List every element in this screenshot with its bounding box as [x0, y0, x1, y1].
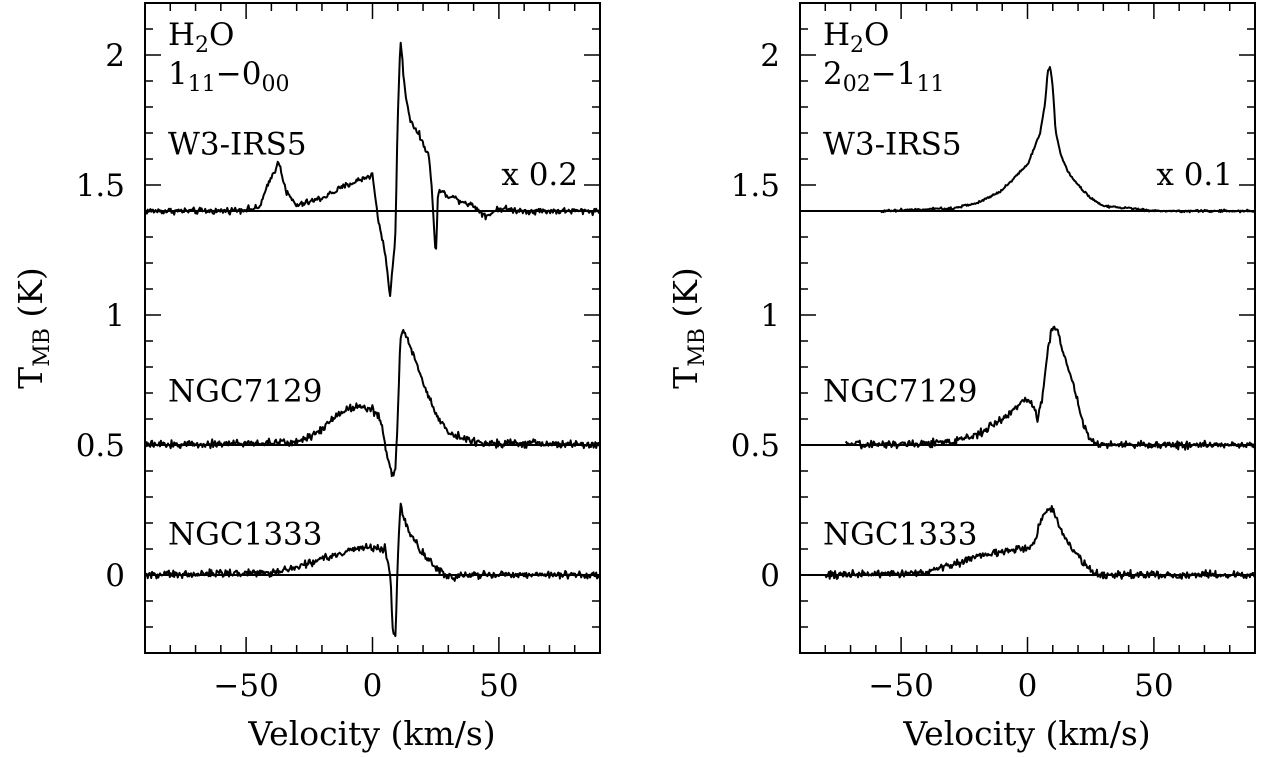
- left-x-axis-title: Velocity (km/s): [247, 714, 495, 753]
- right-series-label-2: NGC1333: [823, 516, 978, 552]
- right-spectra: [824, 66, 1256, 580]
- right-x-tick-label: 50: [1134, 668, 1173, 704]
- right-spectrum-0: [880, 66, 1255, 214]
- right-panel: −50 0 50 0 0.5 1 1.5 2 W3-IRS5 NGC7129 NGC1333 H2…: [666, 2, 1256, 753]
- left-panel: −50 0 50 0 0.5 1 1.5 2 W3-IRS5 NGC7129 NGC1333 H2…: [11, 2, 601, 753]
- left-spectra: [144, 41, 601, 638]
- right-y-tick-label: 0.5: [731, 428, 780, 464]
- left-x-tick-label: 0: [363, 668, 383, 704]
- right-y-tick-label: 1: [760, 298, 780, 334]
- left-x-tick-label: −50: [213, 668, 278, 704]
- right-ticks: [799, 2, 1256, 654]
- left-series-label-2: NGC1333: [168, 516, 323, 552]
- left-x-tick-label: 50: [479, 668, 518, 704]
- right-x-axis-title: Velocity (km/s): [902, 714, 1150, 753]
- left-series-label-1: NGC7129: [168, 373, 323, 409]
- right-molecule-label: H2O: [823, 17, 889, 58]
- left-molecule-label: H2O: [168, 17, 234, 58]
- left-y-tick-label: 0.5: [76, 428, 125, 464]
- left-spectrum-2: [144, 502, 601, 638]
- left-y-axis-title: TMB (K): [11, 267, 55, 389]
- left-y-tick-label: 0: [105, 558, 125, 594]
- right-plot-frame: [799, 2, 1256, 654]
- left-series-label-0: W3-IRS5: [168, 126, 307, 162]
- right-transition-label: 202−111: [823, 56, 944, 97]
- right-series-label-1: NGC7129: [823, 373, 978, 409]
- right-spectrum-2: [824, 505, 1256, 580]
- right-y-tick-label: 1.5: [731, 168, 780, 204]
- left-scale-label: x 0.2: [501, 157, 578, 193]
- right-x-tick-label: −50: [868, 668, 933, 704]
- left-spectrum-1: [144, 328, 601, 478]
- right-scale-label: x 0.1: [1156, 157, 1233, 193]
- left-y-tick-label: 2: [105, 38, 125, 74]
- left-transition-label: 111−000: [168, 56, 289, 97]
- left-ticks: [144, 2, 601, 654]
- right-spectrum-1: [844, 325, 1256, 451]
- left-series-labels: W3-IRS5 NGC7129 NGC1333: [168, 126, 323, 552]
- right-y-axis-title: TMB (K): [666, 267, 710, 389]
- left-y-tick-label: 1.5: [76, 168, 125, 204]
- right-series-label-0: W3-IRS5: [823, 126, 962, 162]
- left-tick-labels: −50 0 50 0 0.5 1 1.5 2: [76, 38, 519, 704]
- right-y-tick-label: 0: [760, 558, 780, 594]
- right-tick-labels: −50 0 50 0 0.5 1 1.5 2: [731, 38, 1174, 704]
- left-y-tick-label: 1: [105, 298, 125, 334]
- right-y-tick-label: 2: [760, 38, 780, 74]
- left-plot-frame: [144, 2, 601, 654]
- right-series-labels: W3-IRS5 NGC7129 NGC1333: [823, 126, 978, 552]
- left-spectrum-0: [144, 41, 601, 297]
- right-x-tick-label: 0: [1018, 668, 1038, 704]
